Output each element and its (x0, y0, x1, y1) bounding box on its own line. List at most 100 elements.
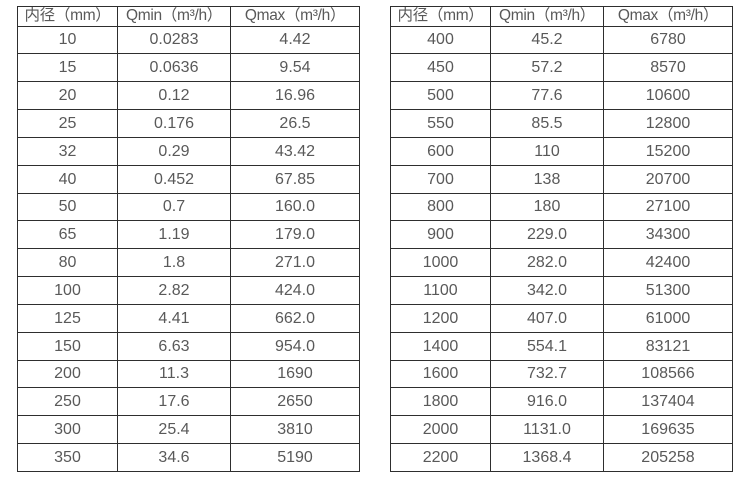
table-cell: 9.54 (230, 53, 360, 83)
column-header: Qmax（m³/h） (603, 6, 733, 27)
table-cell: 450 (390, 53, 491, 83)
table-cell: 1800 (390, 387, 491, 417)
table-row: 32 0.29 43.42 (17, 136, 360, 166)
table-row: 1400 554.1 83121 (390, 331, 733, 361)
table-cell: 25 (17, 109, 118, 138)
table-row: 250 17.6 2650 (17, 387, 360, 417)
table-cell: 80 (17, 248, 118, 278)
table-cell: 205258 (603, 443, 733, 472)
table-cell: 110 (490, 136, 604, 166)
table-cell: 27100 (603, 192, 733, 222)
table-cell: 250 (17, 387, 118, 417)
table-cell: 20700 (603, 164, 733, 194)
table-cell: 40 (17, 164, 118, 194)
table-row: 10 0.0283 4.42 (17, 25, 360, 55)
table-cell: 12800 (603, 109, 733, 138)
table-cell: 424.0 (230, 276, 360, 305)
table-cell: 17.6 (117, 387, 231, 417)
table-row: 450 57.2 8570 (390, 53, 733, 83)
table-cell: 1690 (230, 359, 360, 389)
column-header: Qmax（m³/h） (230, 6, 360, 27)
table-row: 1000 282.0 42400 (390, 248, 733, 278)
table-cell: 1400 (390, 331, 491, 361)
table-cell: 169635 (603, 415, 733, 445)
table-cell: 700 (390, 164, 491, 194)
table-cell: 83121 (603, 331, 733, 361)
table-cell: 662.0 (230, 303, 360, 333)
table-cell: 550 (390, 109, 491, 138)
table-cell: 400 (390, 25, 491, 55)
table-cell: 350 (17, 443, 118, 472)
table-cell: 42400 (603, 248, 733, 278)
table-cell: 10 (17, 25, 118, 55)
table-cell: 732.7 (490, 359, 604, 389)
table-cell: 900 (390, 220, 491, 250)
table-cell: 2200 (390, 443, 491, 472)
table-cell: 8570 (603, 53, 733, 83)
table-cell: 554.1 (490, 331, 604, 361)
table-cell: 282.0 (490, 248, 604, 278)
table-row: 2000 1131.0 169635 (390, 415, 733, 445)
table-cell: 6780 (603, 25, 733, 55)
table-cell: 160.0 (230, 192, 360, 222)
table-cell: 108566 (603, 359, 733, 389)
table-row: 350 34.6 5190 (17, 443, 360, 472)
table-cell: 11.3 (117, 359, 231, 389)
table-cell: 0.176 (117, 109, 231, 138)
table-row: 550 85.5 12800 (390, 109, 733, 138)
table-row: 500 77.6 10600 (390, 81, 733, 111)
table-cell: 4.42 (230, 25, 360, 55)
table-cell: 229.0 (490, 220, 604, 250)
table-cell: 179.0 (230, 220, 360, 250)
table-cell: 61000 (603, 303, 733, 333)
table-cell: 916.0 (490, 387, 604, 417)
table-cell: 2000 (390, 415, 491, 445)
table-cell: 137404 (603, 387, 733, 417)
table-cell: 0.7 (117, 192, 231, 222)
column-header: Qmin（m³/h） (117, 6, 231, 27)
table-cell: 2650 (230, 387, 360, 417)
table-cell: 800 (390, 192, 491, 222)
table-cell: 138 (490, 164, 604, 194)
table-cell: 34.6 (117, 443, 231, 472)
table-cell: 1100 (390, 276, 491, 305)
table-cell: 500 (390, 81, 491, 111)
table-row: 80 1.8 271.0 (17, 248, 360, 278)
table-cell: 34300 (603, 220, 733, 250)
table-cell: 15 (17, 53, 118, 83)
table-cell: 300 (17, 415, 118, 445)
table-cell: 10600 (603, 81, 733, 111)
table-row: 125 4.41 662.0 (17, 303, 360, 333)
table-cell: 1000 (390, 248, 491, 278)
flow-rate-table-large-diameters: 内径（mm） Qmin（m³/h） Qmax（m³/h） 400 45.2 6780 450… (390, 6, 733, 472)
table-row: 15 0.0636 9.54 (17, 53, 360, 83)
table-cell: 0.0283 (117, 25, 231, 55)
table-cell: 6.63 (117, 331, 231, 361)
table-row: 1800 916.0 137404 (390, 387, 733, 417)
table-cell: 1131.0 (490, 415, 604, 445)
header-row: 内径（mm） Qmin（m³/h） Qmax（m³/h） (390, 6, 733, 27)
table-cell: 0.12 (117, 81, 231, 111)
table-cell: 1600 (390, 359, 491, 389)
table-row: 20 0.12 16.96 (17, 81, 360, 111)
table-row: 200 11.3 1690 (17, 359, 360, 389)
table-row: 65 1.19 179.0 (17, 220, 360, 250)
table-cell: 5190 (230, 443, 360, 472)
table-cell: 1.19 (117, 220, 231, 250)
column-header: 内径（mm） (390, 6, 491, 27)
table-cell: 200 (17, 359, 118, 389)
table-cell: 43.42 (230, 136, 360, 166)
table-cell: 0.29 (117, 136, 231, 166)
table-row: 800 180 27100 (390, 192, 733, 222)
column-header: 内径（mm） (17, 6, 118, 27)
table-cell: 1200 (390, 303, 491, 333)
table-cell: 0.452 (117, 164, 231, 194)
table-cell: 67.85 (230, 164, 360, 194)
table-cell: 50 (17, 192, 118, 222)
table-cell: 85.5 (490, 109, 604, 138)
table-row: 50 0.7 160.0 (17, 192, 360, 222)
table-row: 900 229.0 34300 (390, 220, 733, 250)
table-cell: 25.4 (117, 415, 231, 445)
table-row: 1600 732.7 108566 (390, 359, 733, 389)
